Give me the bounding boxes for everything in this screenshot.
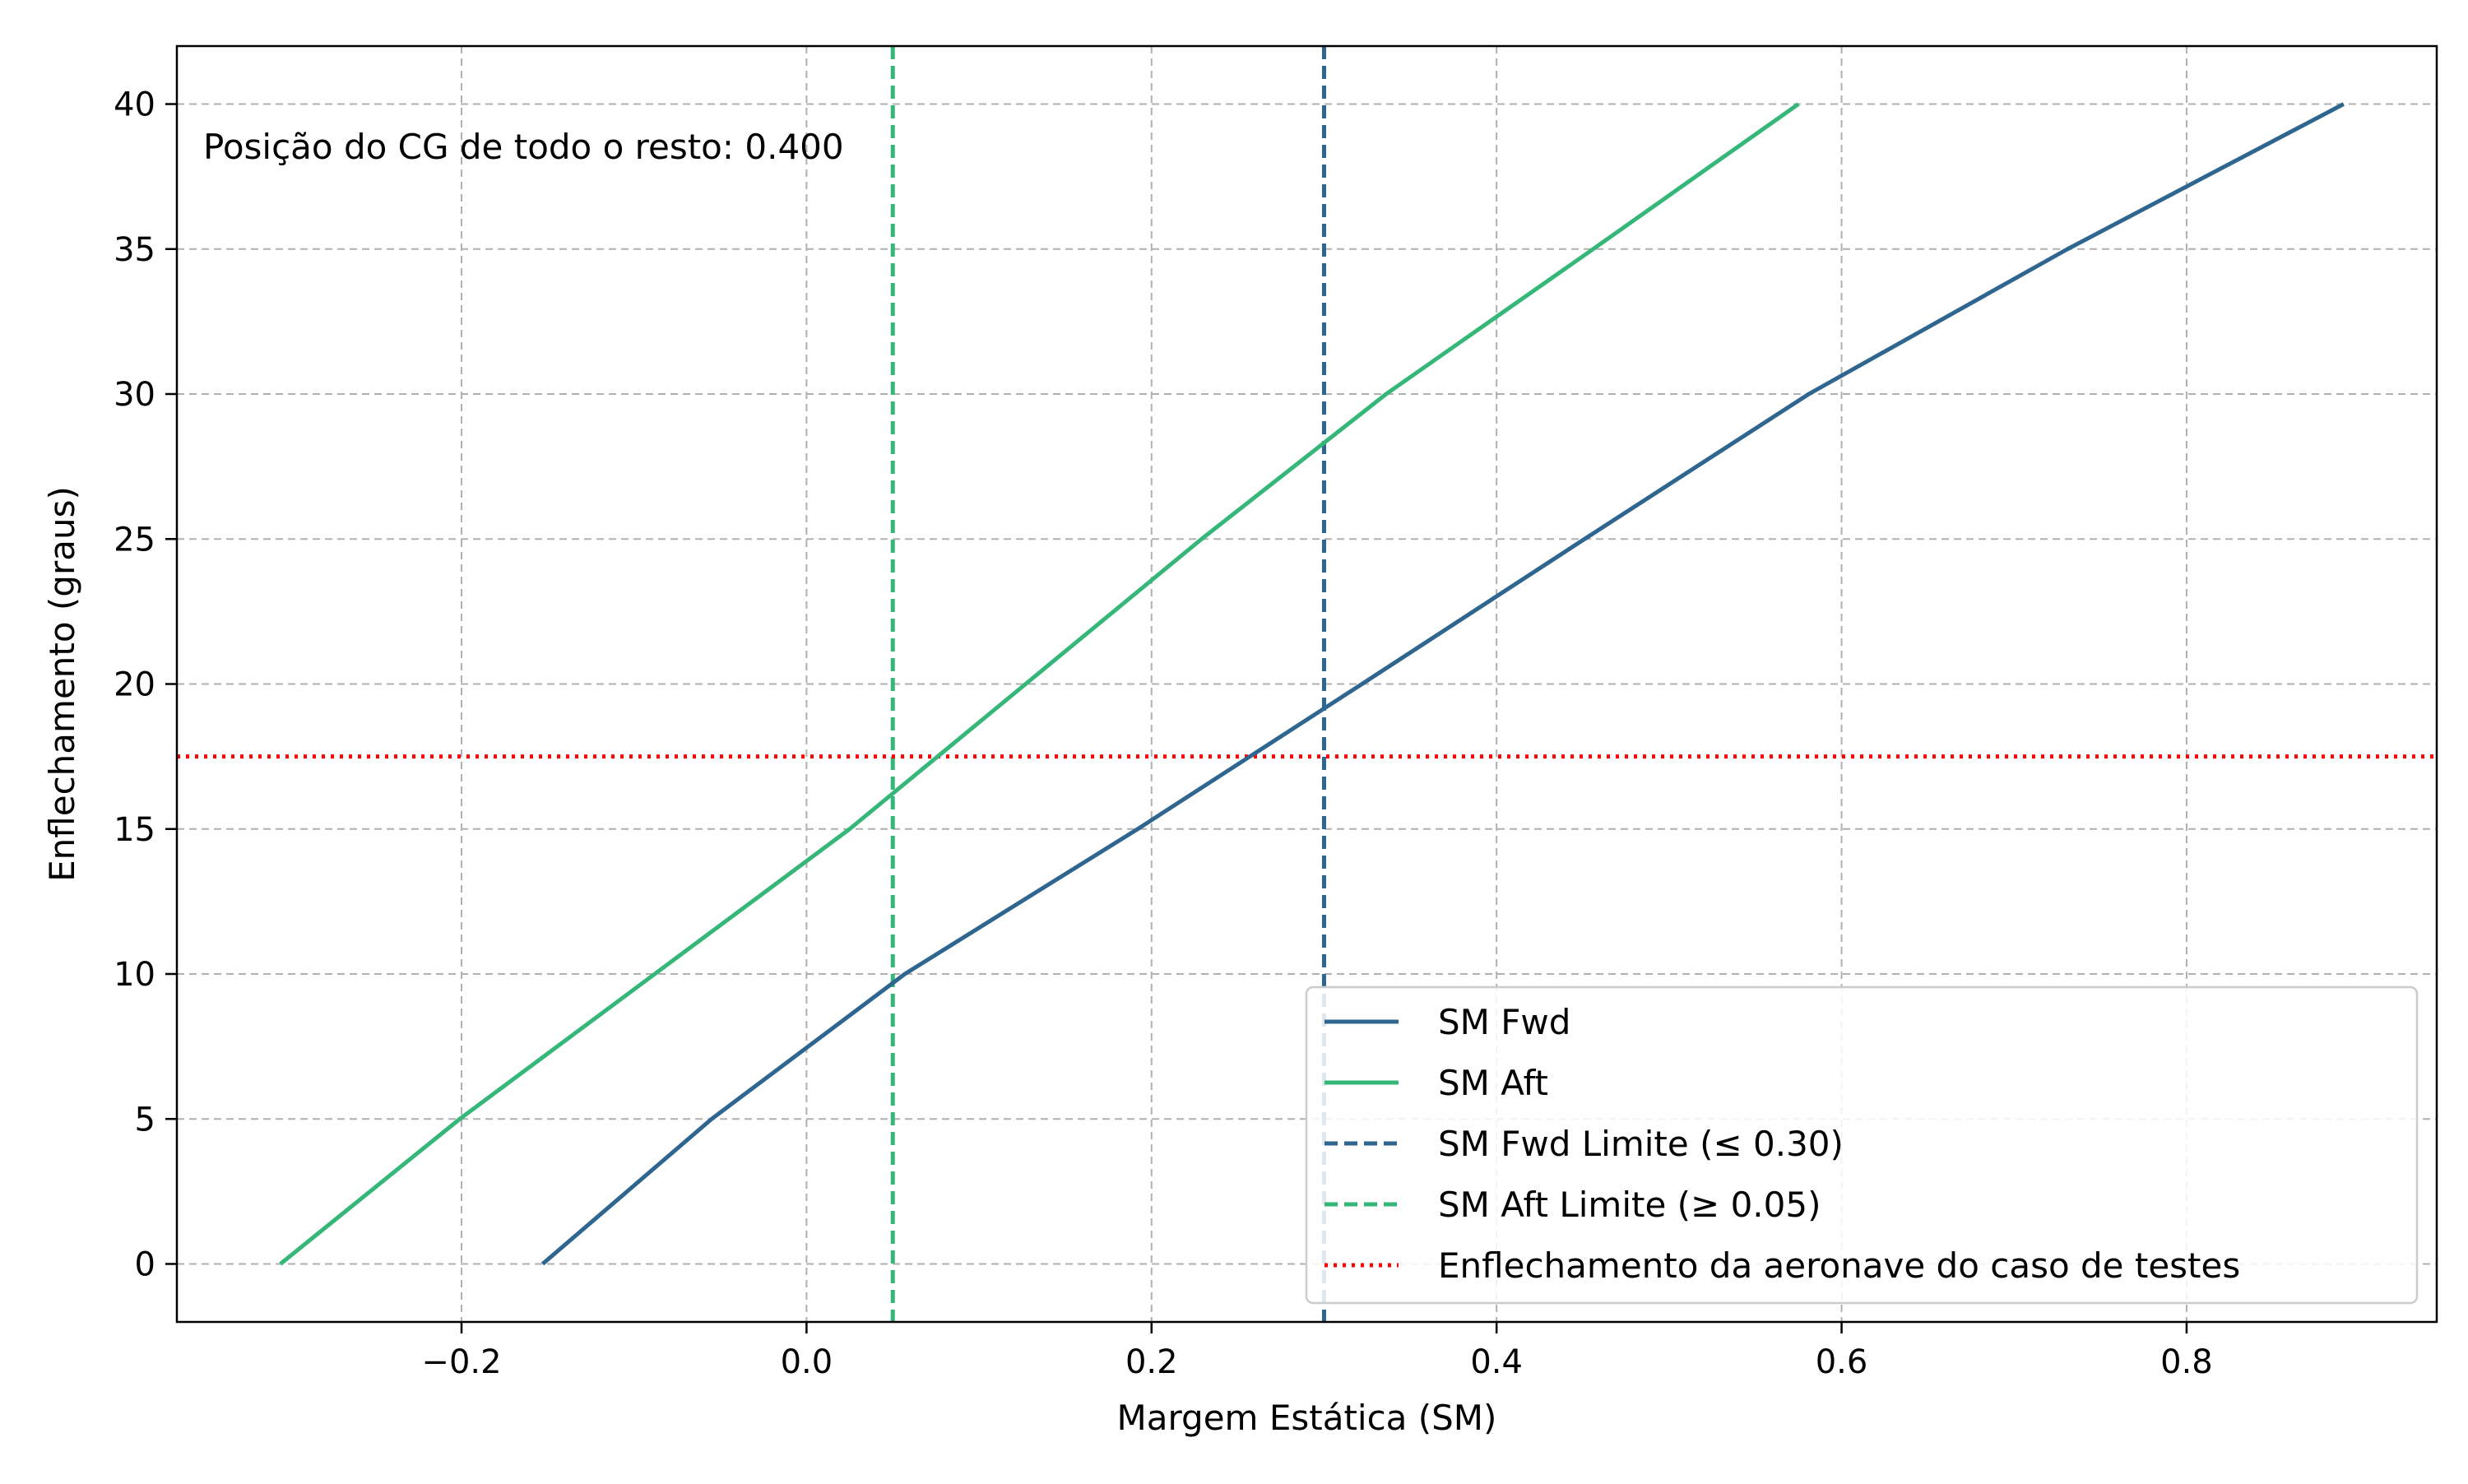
legend-box — [1305, 985, 2419, 1305]
x-tick-label: 0.2 — [1125, 1343, 1178, 1381]
y-tick-label: 25 — [114, 521, 155, 559]
y-tick-label: 5 — [135, 1101, 155, 1139]
y-tick-label: 20 — [114, 666, 155, 704]
x-axis-label: Margem Estática (SM) — [1117, 1398, 1497, 1438]
legend: SM Fwd SM Aft SM Fwd Limite (≤ 0.30) SM Aft… — [1305, 985, 2419, 1305]
y-tick-label: 35 — [114, 231, 155, 269]
y-tick-label: 15 — [114, 811, 155, 849]
legend-label: Enflechamento da aeronave do caso de tes… — [1438, 1245, 2240, 1286]
y-tick-label: 30 — [114, 376, 155, 414]
y-axis-label: Enflechamento (graus) — [42, 486, 82, 882]
series-line-sm-fwd — [540, 102, 2345, 1266]
series-line-sm-aft — [279, 102, 1800, 1266]
legend-label: SM Aft — [1438, 1063, 1548, 1103]
x-tick-label: 0.4 — [1470, 1343, 1523, 1381]
x-tick-label: −0.2 — [421, 1343, 501, 1381]
legend-label: SM Fwd Limite (≤ 0.30) — [1438, 1124, 1844, 1164]
cg-position-annotation: Posição do CG de todo o resto: 0.400 — [203, 127, 844, 167]
y-tick-label: 0 — [135, 1246, 155, 1284]
y-tick-label: 10 — [114, 956, 155, 994]
y-tick-label: 40 — [114, 86, 155, 124]
plot-lines — [177, 46, 2437, 1322]
x-tick-label: 0.6 — [1816, 1343, 1868, 1381]
legend-label: SM Aft Limite (≥ 0.05) — [1438, 1185, 1821, 1225]
axis-ticks: −0.2 0.0 0.2 0.4 0.6 0.8 0 5 10 15 20 25 30 35 40 — [114, 86, 2213, 1382]
x-tick-label: 0.0 — [781, 1343, 833, 1381]
legend-label: SM Fwd — [1438, 1002, 1570, 1042]
x-tick-label: 0.8 — [2160, 1343, 2213, 1381]
